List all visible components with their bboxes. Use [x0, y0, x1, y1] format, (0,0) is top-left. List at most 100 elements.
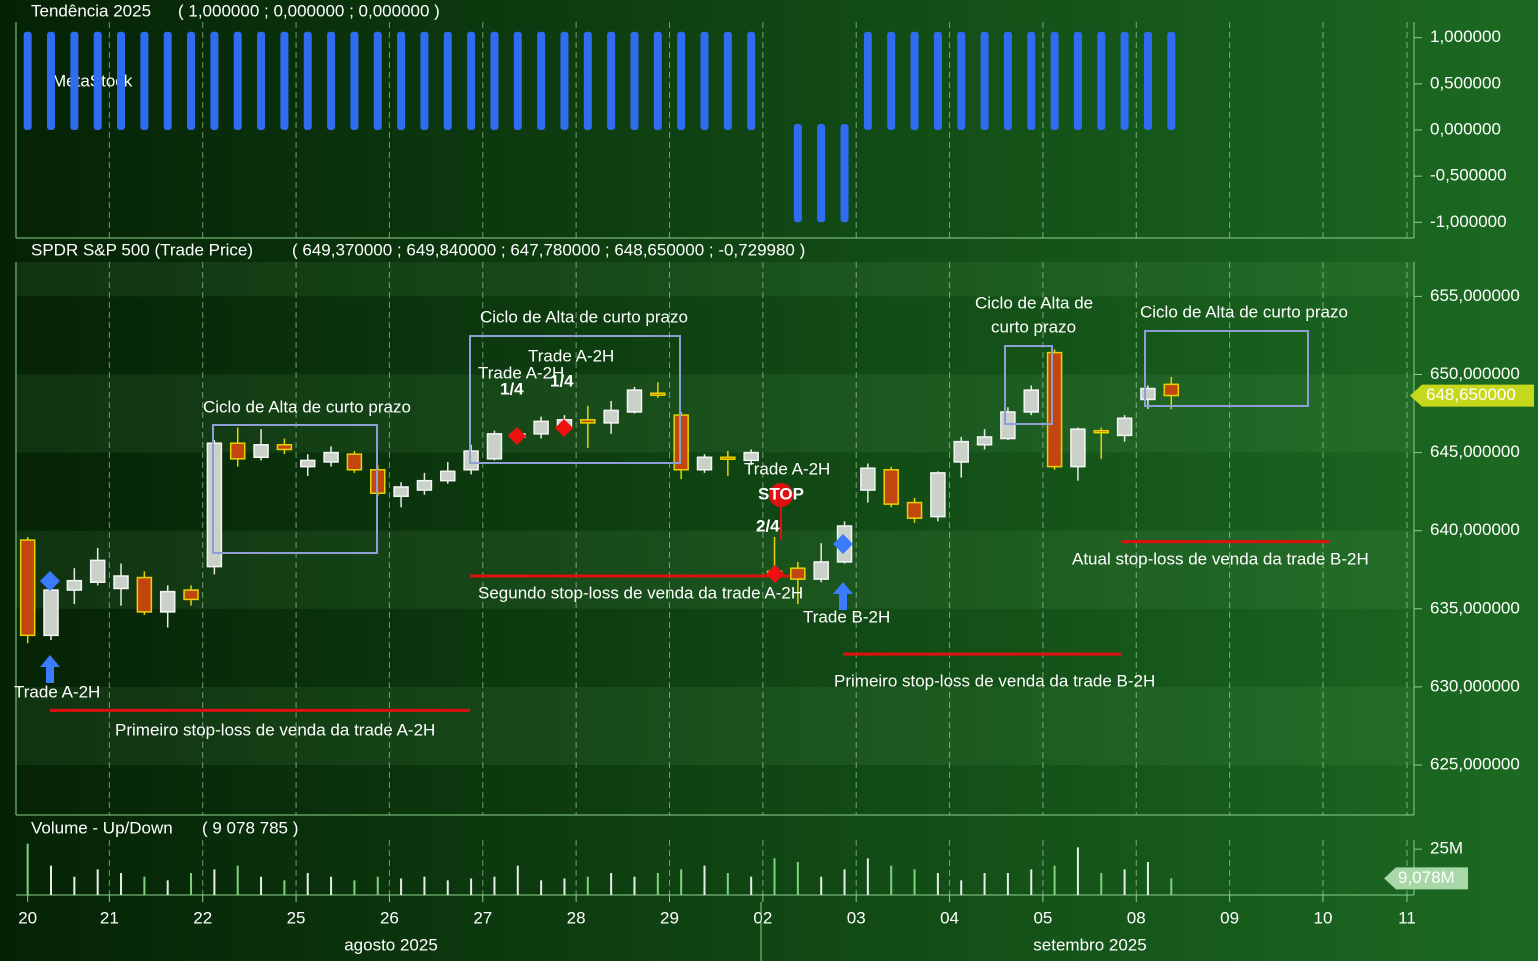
trend-bar [817, 124, 826, 223]
y-tick-label: 1,000000 [1430, 27, 1501, 46]
candle-body [580, 419, 596, 424]
y-tick-label: 625,000000 [1430, 754, 1520, 773]
x-tick-label: 10 [1314, 908, 1333, 927]
trend-bar [350, 31, 359, 131]
last-value-box [1410, 384, 1534, 407]
sell-diamond [766, 565, 784, 583]
buy-arrow [833, 582, 853, 610]
candle-body [650, 392, 666, 396]
trend-bar [1097, 31, 1106, 131]
trend-bar [957, 31, 966, 131]
x-tick-label: 02 [753, 908, 772, 927]
x-tick-label: 20 [18, 908, 37, 927]
x-tick-label: 28 [567, 908, 586, 927]
trend-bar [373, 31, 382, 131]
annotation: 1/4 [550, 371, 574, 390]
y-tick-label: 655,000000 [1430, 286, 1520, 305]
cycle-box [1004, 345, 1053, 425]
cycle-box [212, 424, 378, 554]
candle-body [696, 456, 713, 471]
trend-bar [47, 31, 56, 131]
trend-bar [1167, 31, 1176, 131]
candle-body [1023, 389, 1039, 413]
trend-bar [910, 31, 919, 131]
y-tick-label: 635,000000 [1430, 598, 1520, 617]
candle-body [323, 451, 339, 463]
y-tick-label: 650,000000 [1430, 364, 1520, 383]
annotation: Ciclo de Alta de [975, 293, 1093, 312]
candle-body [206, 442, 223, 568]
pane-title: Volume - Up/Down [31, 818, 173, 837]
trend-bar [257, 31, 266, 131]
candle-body [1163, 383, 1180, 397]
annotation: Trade B-2H [803, 607, 890, 626]
trend-bar [933, 31, 942, 131]
candle-body [790, 567, 806, 580]
candle-body [673, 414, 689, 471]
trend-bar [1027, 31, 1036, 131]
candle-body [626, 389, 643, 413]
candle-body [603, 409, 619, 424]
candle-body [299, 459, 316, 468]
annotation: Segundo stop-loss de venda da trade A-2H [478, 583, 803, 602]
pane-title: SPDR S&P 500 (Trade Price) [31, 240, 253, 259]
trend-bar [420, 31, 429, 131]
pane-title: Tendência 2025 [31, 1, 151, 20]
annotation: curto prazo [991, 317, 1076, 336]
candle-body [113, 575, 129, 590]
candle-body [229, 442, 246, 460]
trend-bar [1073, 31, 1082, 131]
trend-bar [443, 31, 452, 131]
buy-diamond [833, 534, 853, 554]
cycle-box [469, 335, 681, 464]
x-group-label: setembro 2025 [1033, 935, 1146, 954]
trend-bar [980, 31, 989, 131]
pane-legend: ( 9 078 785 ) [202, 818, 298, 837]
trend-bar [1120, 31, 1129, 131]
x-tick-label: 29 [660, 908, 679, 927]
candle-body [953, 440, 969, 463]
x-tick-label: 11 [1398, 908, 1416, 927]
y-tick-label: 0,000000 [1430, 119, 1501, 138]
trend-bar [583, 31, 592, 131]
trend-bar [723, 31, 732, 131]
x-tick-label: 08 [1127, 908, 1146, 927]
trend-bar [513, 31, 522, 131]
candle-body [906, 501, 923, 519]
candle-body [346, 453, 363, 471]
trend-bar [537, 31, 546, 131]
trend-bar [490, 31, 499, 131]
candle-body [930, 472, 946, 518]
trend-bar [653, 31, 662, 131]
candle-body [883, 469, 899, 505]
x-tick-label: 09 [1220, 908, 1239, 927]
x-tick-label: 04 [940, 908, 959, 927]
candle-body [720, 456, 736, 461]
y-tick-label: -1,000000 [1430, 212, 1507, 231]
candle-body [159, 590, 176, 613]
trend-bar [700, 31, 709, 131]
x-tick-label: 03 [847, 908, 866, 927]
trend-bar [327, 31, 336, 131]
candle-body [1046, 351, 1063, 468]
annotation: STOP [758, 484, 804, 503]
x-tick-label: 21 [100, 908, 119, 927]
annotation: Trade A-2H [478, 363, 564, 382]
candle-body [89, 559, 106, 583]
y-tick-label: 25M [1430, 839, 1463, 858]
annotation: Ciclo de Alta de curto prazo [203, 397, 411, 416]
trend-bar [233, 31, 242, 131]
trend-bar [1003, 31, 1012, 131]
trend-bar [163, 31, 172, 131]
trend-bar [117, 31, 126, 131]
trend-bar [560, 31, 569, 131]
candle-body [463, 450, 479, 471]
last-value-label: 648,650000 [1426, 385, 1516, 404]
pane-legend: ( 649,370000 ; 649,840000 ; 647,780000 ;… [292, 240, 805, 259]
pane-legend: ( 1,000000 ; 0,000000 ; 0,000000 ) [178, 1, 440, 20]
candle-body [276, 444, 293, 451]
trend-bar [747, 31, 756, 131]
x-tick-label: 05 [1033, 908, 1052, 927]
cycle-box [1144, 330, 1309, 407]
